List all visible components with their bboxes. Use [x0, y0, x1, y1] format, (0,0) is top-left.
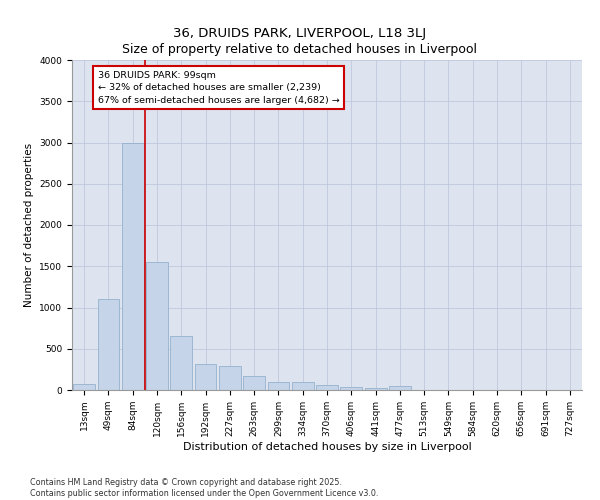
Bar: [389, 386, 411, 390]
Bar: [146, 262, 168, 390]
Bar: [97, 299, 119, 390]
Text: Contains HM Land Registry data © Crown copyright and database right 2025.
Contai: Contains HM Land Registry data © Crown c…: [30, 478, 379, 498]
Bar: [340, 387, 362, 390]
Text: 36, DRUIDS PARK, LIVERPOOL, L18 3LJ: 36, DRUIDS PARK, LIVERPOOL, L18 3LJ: [173, 28, 427, 40]
Y-axis label: Number of detached properties: Number of detached properties: [24, 143, 34, 307]
Bar: [73, 384, 95, 390]
Bar: [122, 142, 143, 390]
Bar: [194, 364, 217, 390]
Bar: [170, 336, 192, 390]
Text: Size of property relative to detached houses in Liverpool: Size of property relative to detached ho…: [122, 42, 478, 56]
Bar: [316, 385, 338, 390]
Bar: [219, 366, 241, 390]
Bar: [243, 376, 265, 390]
Bar: [268, 382, 289, 390]
Text: 36 DRUIDS PARK: 99sqm
← 32% of detached houses are smaller (2,239)
67% of semi-d: 36 DRUIDS PARK: 99sqm ← 32% of detached …: [97, 70, 339, 104]
Bar: [292, 382, 314, 390]
Bar: [365, 388, 386, 390]
X-axis label: Distribution of detached houses by size in Liverpool: Distribution of detached houses by size …: [182, 442, 472, 452]
